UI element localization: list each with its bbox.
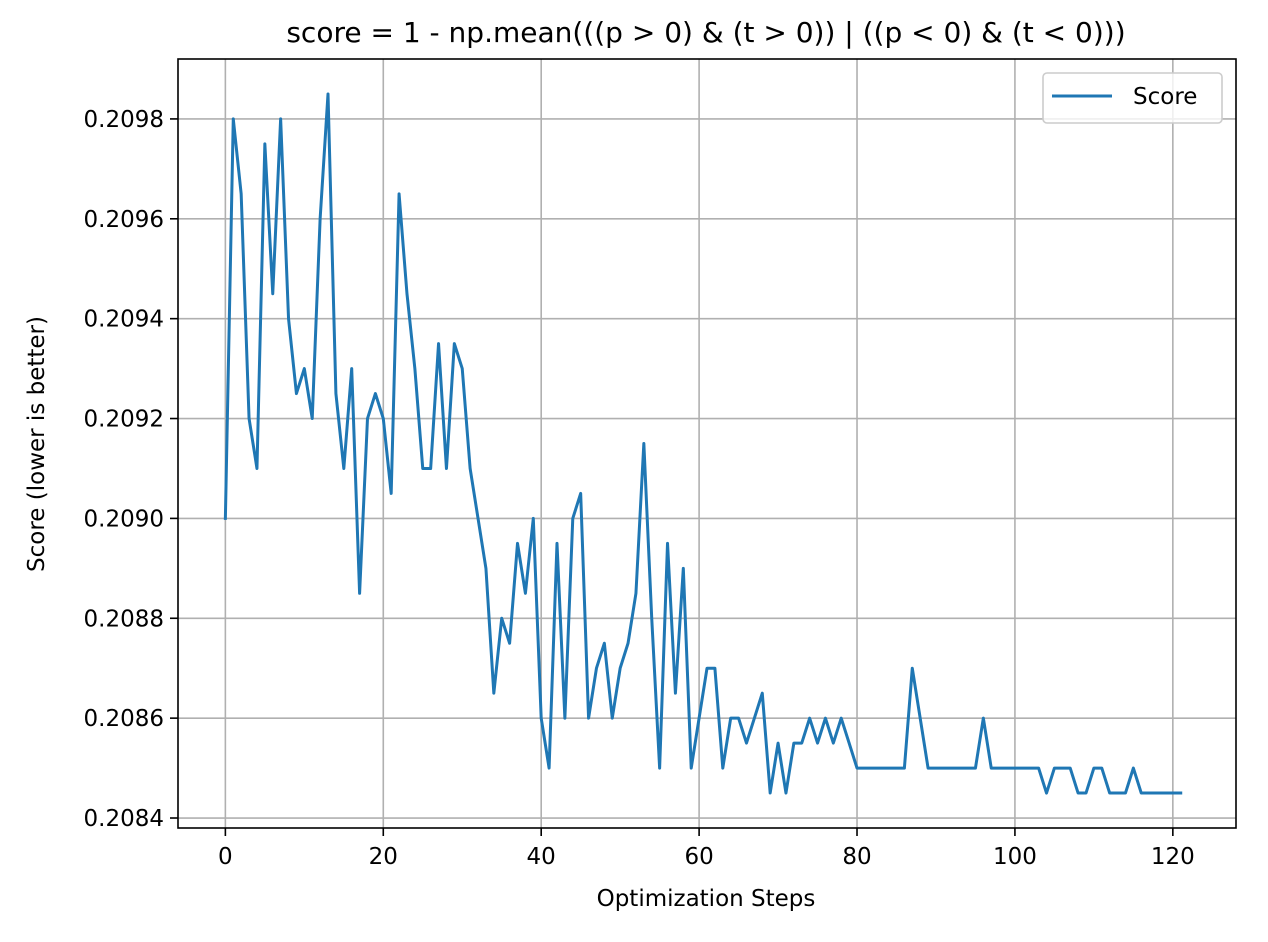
legend-box xyxy=(1042,72,1223,124)
x-tick-label: 60 xyxy=(684,844,713,870)
y-tick-label: 0.2092 xyxy=(84,407,164,433)
y-tick-label: 0.2086 xyxy=(84,706,164,732)
series-line-score xyxy=(223,92,1183,795)
plot-frame xyxy=(177,58,1237,829)
x-tick-label: 100 xyxy=(993,844,1037,870)
y-axis-label: Score (lower is better) xyxy=(24,316,50,572)
x-tick-label: 80 xyxy=(842,844,871,870)
y-tick-label: 0.2090 xyxy=(84,506,164,532)
axis-ticks: 0 20 40 60 80 100 120 0.2084 0.2086 0.2088 0.2090 0… xyxy=(84,107,1195,870)
y-tick-label: 0.2096 xyxy=(84,207,164,233)
y-tick-label: 0.2088 xyxy=(84,606,164,632)
x-tick-label: 20 xyxy=(369,844,398,870)
legend: Score xyxy=(1042,72,1223,124)
y-tick-label: 0.2098 xyxy=(84,107,164,133)
y-tick-label: 0.2084 xyxy=(84,806,164,832)
x-tick-label: 120 xyxy=(1151,844,1195,870)
legend-label: Score xyxy=(1133,84,1197,110)
x-tick-label: 0 xyxy=(218,844,233,870)
chart-title: score = 1 - np.mean(((p > 0) & (t > 0)) … xyxy=(286,16,1125,49)
x-axis-label: Optimization Steps xyxy=(597,886,816,912)
y-tick-label: 0.2094 xyxy=(84,307,164,333)
grid xyxy=(178,59,1236,828)
x-tick-label: 40 xyxy=(527,844,556,870)
series-layer xyxy=(223,92,1183,795)
